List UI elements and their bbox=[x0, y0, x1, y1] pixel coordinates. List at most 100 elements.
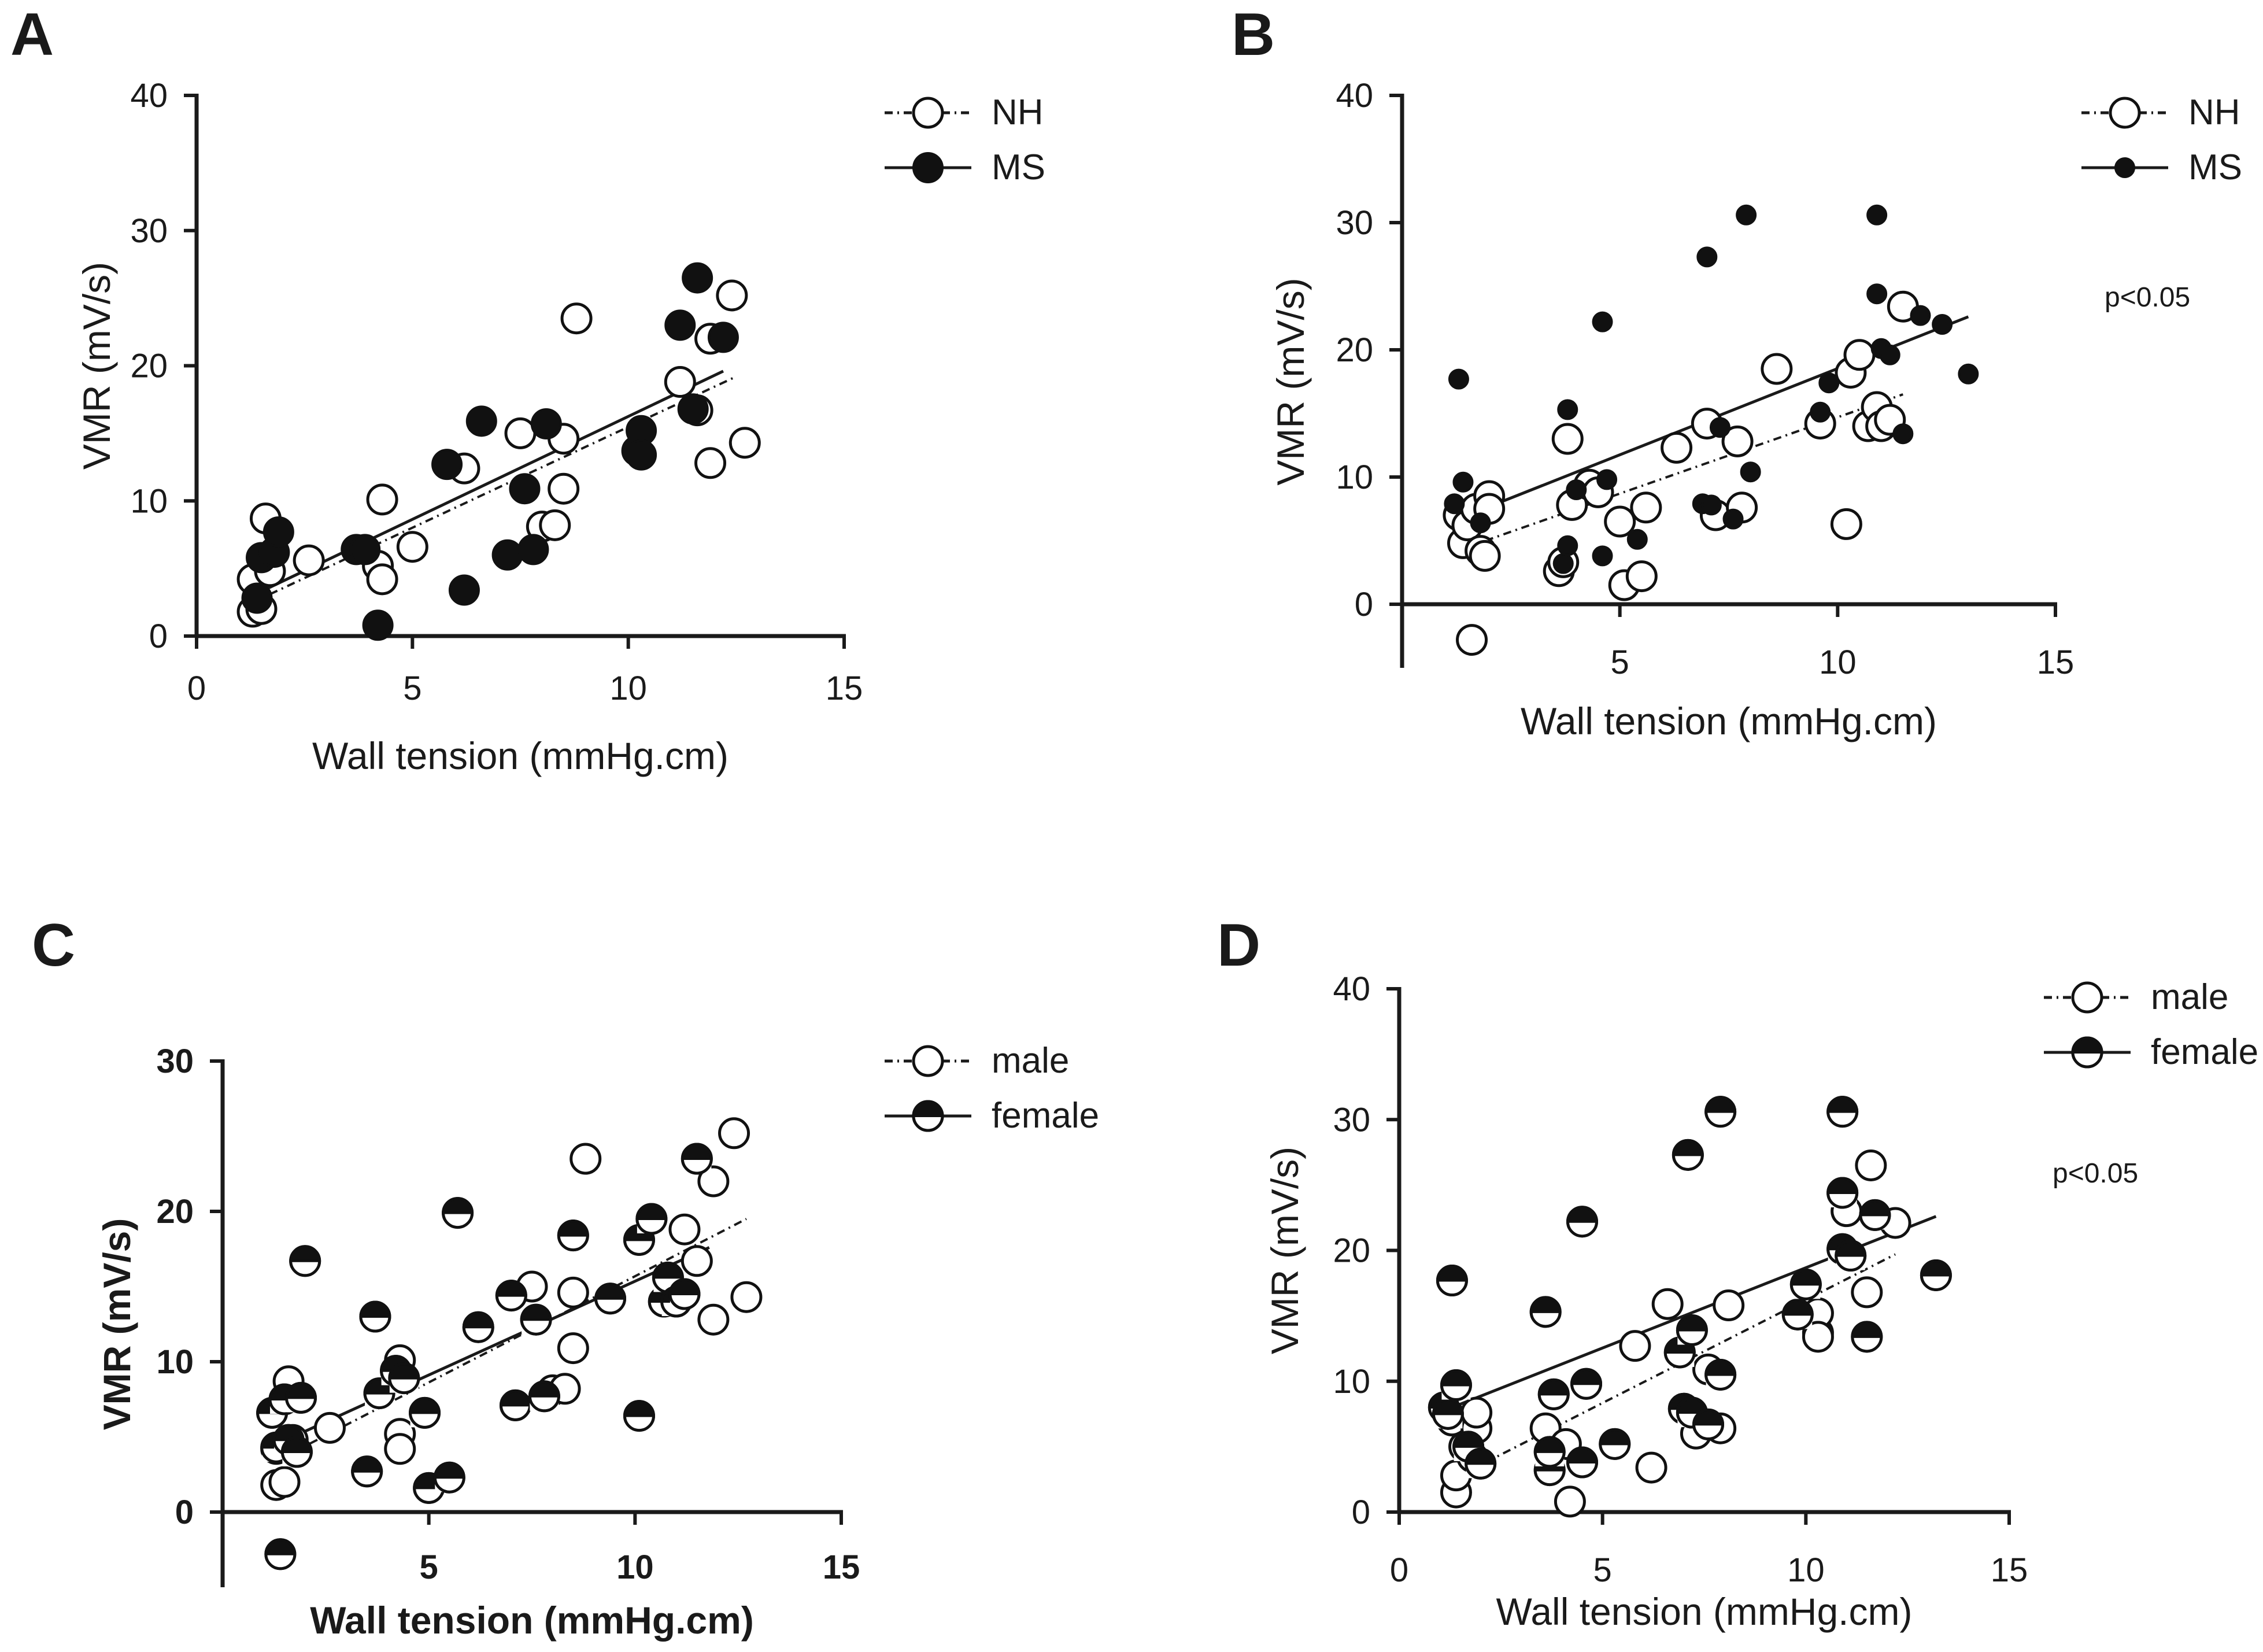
data-point bbox=[560, 302, 593, 335]
y-tick-label: 30 bbox=[156, 1043, 194, 1080]
data-point bbox=[1465, 1447, 1497, 1480]
data-point bbox=[499, 1389, 531, 1421]
y-tick-label: 40 bbox=[1333, 970, 1370, 1008]
data-point bbox=[289, 1245, 321, 1277]
data-point bbox=[285, 1381, 317, 1414]
data-point bbox=[1470, 512, 1491, 534]
data-point bbox=[359, 1300, 391, 1333]
data-point bbox=[557, 1276, 589, 1309]
data-point bbox=[1826, 1177, 1859, 1209]
data-point bbox=[362, 609, 394, 641]
y-tick-label: 0 bbox=[1352, 1494, 1370, 1531]
data-point bbox=[1851, 1276, 1883, 1309]
data-point bbox=[1570, 1368, 1603, 1400]
y-axis-label: VMR (mV/s) bbox=[95, 1218, 138, 1431]
y-tick-label: 40 bbox=[130, 77, 168, 114]
data-point bbox=[1851, 1321, 1883, 1353]
legend-marker bbox=[2109, 97, 2141, 129]
data-point bbox=[241, 582, 273, 614]
data-point bbox=[1736, 204, 1757, 226]
x-tick-label: 15 bbox=[823, 1548, 860, 1586]
x-tick-label: 10 bbox=[1787, 1551, 1825, 1589]
data-point bbox=[1596, 469, 1618, 490]
data-point bbox=[548, 472, 580, 505]
data-point bbox=[509, 473, 541, 505]
data-point bbox=[1932, 314, 1953, 335]
data-point bbox=[539, 509, 571, 541]
data-point bbox=[1566, 479, 1587, 500]
data-point bbox=[1469, 539, 1501, 572]
legend-entry-male: male bbox=[885, 1041, 1069, 1081]
legend-entry-female: female bbox=[885, 1096, 1099, 1136]
data-point bbox=[626, 439, 657, 471]
data-point bbox=[462, 1311, 494, 1343]
panel-b: B 0 10 20 30 40 5 10 15 Wall tension (mmHg.cm) VMR… bbox=[1232, 1, 2242, 742]
data-point bbox=[1866, 283, 1888, 305]
data-point bbox=[1855, 1149, 1887, 1181]
legend-entry-ms: MS bbox=[885, 147, 1045, 187]
data-point bbox=[1566, 1206, 1598, 1238]
x-tick-label: 10 bbox=[1819, 644, 1857, 681]
legend-entry-nh: NH bbox=[885, 93, 1044, 132]
data-point bbox=[1866, 204, 1888, 226]
data-point bbox=[1552, 553, 1574, 574]
data-point bbox=[1692, 1408, 1725, 1440]
legend-label: male bbox=[992, 1041, 1069, 1081]
legend-entry-ms: MS bbox=[2081, 147, 2242, 187]
data-point bbox=[1835, 1240, 1867, 1272]
data-point bbox=[707, 321, 739, 353]
y-tick-label: 20 bbox=[130, 348, 168, 385]
data-point bbox=[1604, 505, 1636, 538]
data-point bbox=[594, 1283, 627, 1315]
y-tick-label: 0 bbox=[149, 618, 168, 655]
panel-letter: A bbox=[10, 1, 54, 68]
data-point bbox=[409, 1396, 441, 1429]
data-point bbox=[1432, 1398, 1464, 1430]
fit-line-female bbox=[275, 1246, 710, 1446]
data-point bbox=[1537, 1378, 1570, 1410]
data-point bbox=[351, 1455, 383, 1488]
data-point bbox=[730, 1281, 763, 1313]
legend-marker bbox=[912, 1100, 944, 1132]
data-point bbox=[504, 417, 537, 449]
data-point bbox=[1452, 471, 1474, 493]
data-point bbox=[716, 279, 748, 312]
data-point bbox=[1557, 535, 1578, 556]
significance-annotation: p<0.05 bbox=[2053, 1158, 2138, 1189]
legend-marker bbox=[2071, 981, 2103, 1014]
data-point bbox=[1672, 1139, 1704, 1171]
data-point bbox=[1910, 305, 1931, 326]
data-point bbox=[694, 447, 727, 479]
data-point bbox=[1709, 417, 1730, 438]
data-point bbox=[1635, 1451, 1667, 1484]
legend-label: male bbox=[2151, 977, 2228, 1017]
y-tick-label: 10 bbox=[1336, 459, 1373, 496]
data-point bbox=[1625, 560, 1658, 593]
data-point bbox=[729, 427, 761, 459]
fit-line-ms bbox=[252, 369, 724, 597]
data-point bbox=[668, 1213, 701, 1246]
data-point bbox=[363, 1377, 395, 1410]
x-tick-label: 5 bbox=[403, 670, 421, 707]
data-point bbox=[623, 1400, 655, 1432]
data-point bbox=[491, 539, 523, 571]
data-point bbox=[349, 534, 381, 566]
y-tick-label: 30 bbox=[130, 212, 168, 250]
x-tick-label: 5 bbox=[1611, 644, 1629, 681]
data-point bbox=[1619, 1330, 1651, 1362]
data-point bbox=[1696, 246, 1718, 268]
data-point bbox=[1460, 1396, 1493, 1429]
data-point bbox=[1704, 1358, 1737, 1391]
data-point bbox=[697, 1303, 730, 1336]
legend-marker bbox=[2071, 1036, 2103, 1069]
data-point bbox=[1626, 529, 1648, 550]
data-point bbox=[557, 1219, 589, 1252]
data-point bbox=[664, 309, 696, 341]
data-point bbox=[1630, 491, 1662, 524]
y-tick-label: 30 bbox=[1336, 204, 1373, 242]
x-axis-label: Wall tension (mmHg.cm) bbox=[310, 1599, 754, 1642]
y-tick-label: 20 bbox=[1333, 1232, 1370, 1270]
data-point bbox=[677, 393, 709, 425]
data-point bbox=[668, 1278, 701, 1310]
legend-entry-female: female bbox=[2044, 1032, 2258, 1072]
